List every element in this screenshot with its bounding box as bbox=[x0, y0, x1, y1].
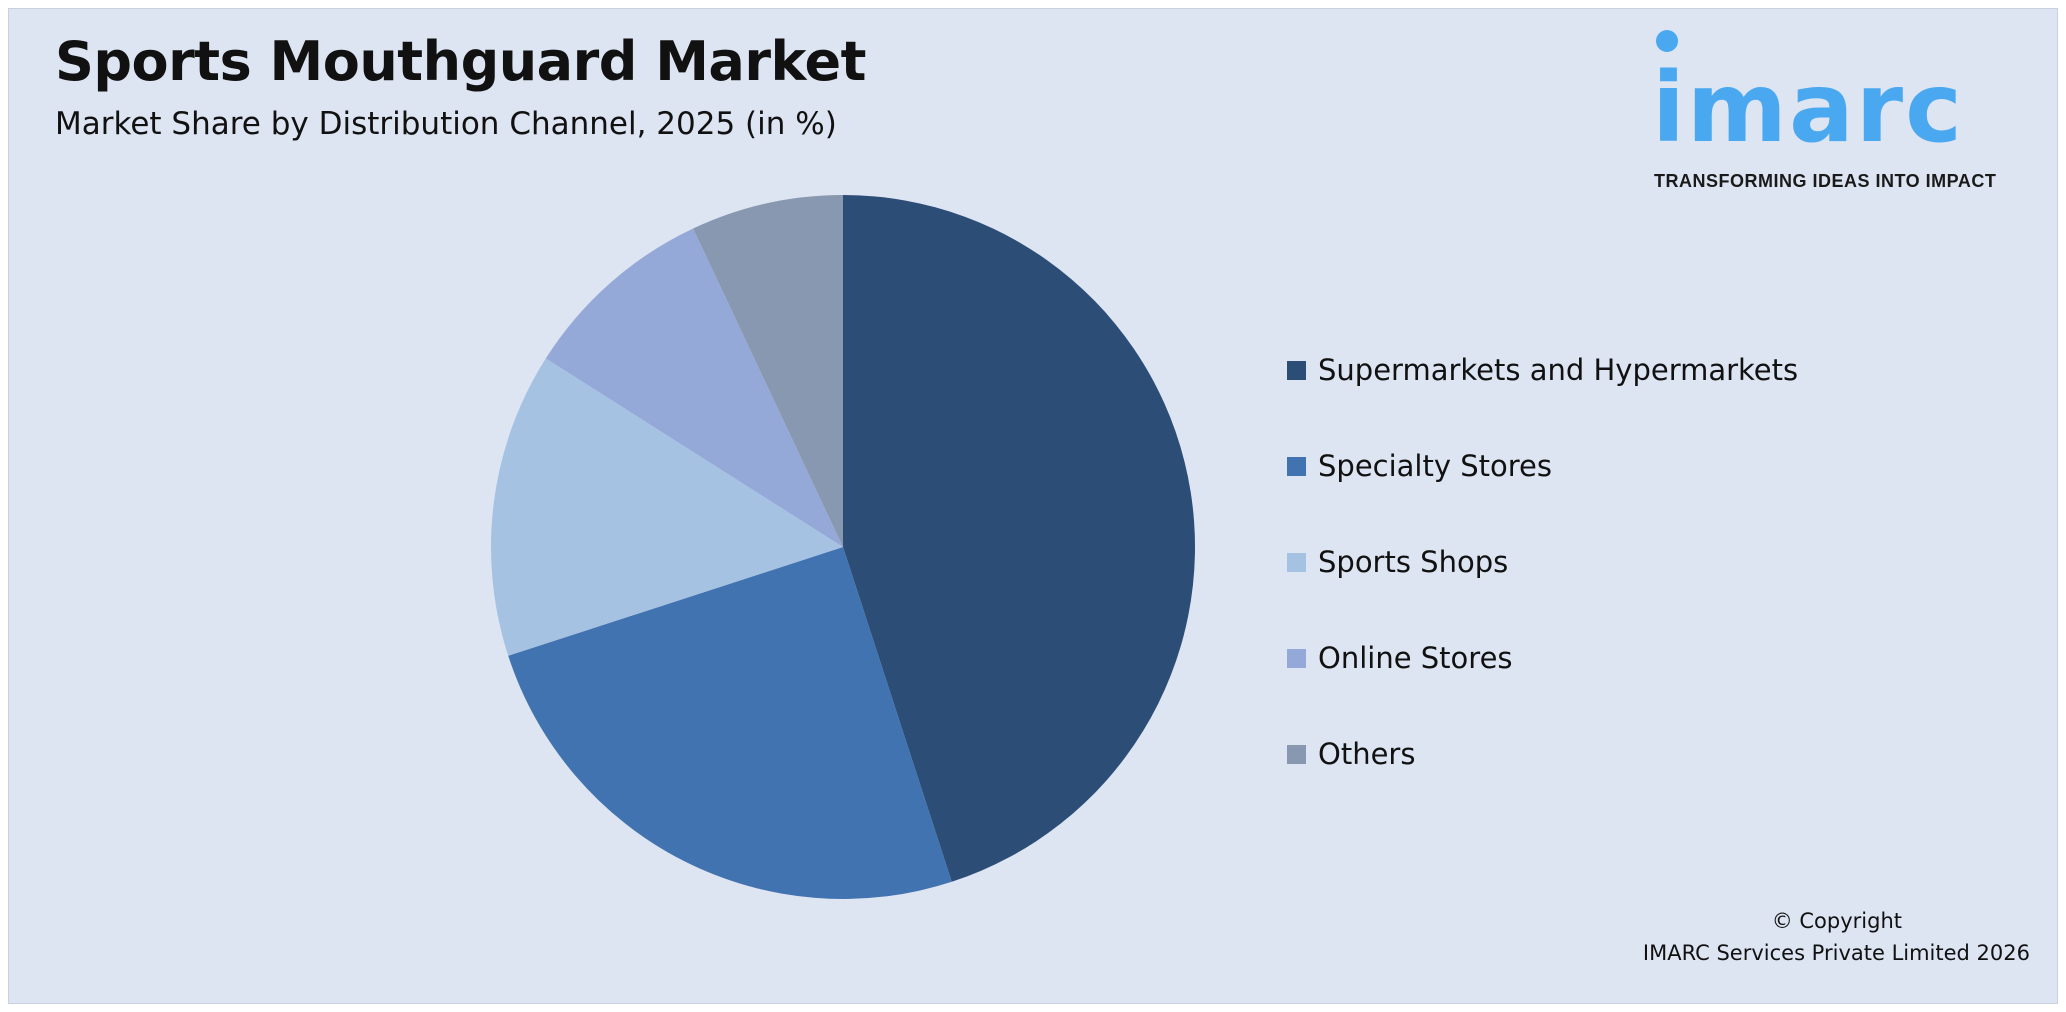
logo-tagline: TRANSFORMING IDEAS INTO IMPACT bbox=[1654, 171, 1997, 191]
legend-swatch bbox=[1287, 360, 1306, 380]
legend-item: Specialty Stores bbox=[1287, 418, 1798, 514]
copyright-notice: © Copyright IMARC Services Private Limit… bbox=[1643, 905, 2030, 969]
legend-label: Sports Shops bbox=[1318, 545, 1509, 579]
chart-subtitle: Market Share by Distribution Channel, 20… bbox=[55, 106, 837, 142]
legend-swatch bbox=[1287, 648, 1306, 668]
legend-item: Sports Shops bbox=[1287, 514, 1798, 610]
pie-slice-supermarkets-and-hypermarkets bbox=[843, 195, 1196, 882]
copyright-company: IMARC Services Private Limited 2026 bbox=[1642, 941, 2030, 965]
pie-slice-online-stores bbox=[545, 228, 843, 547]
legend-swatch bbox=[1287, 744, 1306, 764]
logo-word: imarc bbox=[1652, 52, 1964, 164]
copyright-label: © Copyright bbox=[1771, 909, 1902, 933]
pie-slice-specialty-stores bbox=[508, 547, 952, 900]
legend-item: Online Stores bbox=[1287, 610, 1798, 706]
pie-slice-sports-shops bbox=[491, 358, 843, 656]
legend-swatch bbox=[1287, 456, 1306, 476]
imarc-logo: imarc TRANSFORMING IDEAS INTO IMPACT bbox=[1640, 26, 2060, 206]
legend-label: Others bbox=[1318, 737, 1416, 771]
legend-item: Supermarkets and Hypermarkets bbox=[1287, 322, 1798, 418]
legend-label: Specialty Stores bbox=[1318, 449, 1552, 483]
pie-slice-others bbox=[693, 195, 843, 547]
logo-dot bbox=[1656, 30, 1678, 52]
legend-item: Others bbox=[1287, 706, 1798, 802]
legend: Supermarkets and Hypermarkets Specialty S… bbox=[1287, 322, 1798, 802]
chart-title: Sports Mouthguard Market bbox=[55, 30, 866, 93]
legend-label: Supermarkets and Hypermarkets bbox=[1318, 353, 1799, 387]
legend-label: Online Stores bbox=[1318, 641, 1513, 675]
legend-swatch bbox=[1287, 552, 1306, 572]
